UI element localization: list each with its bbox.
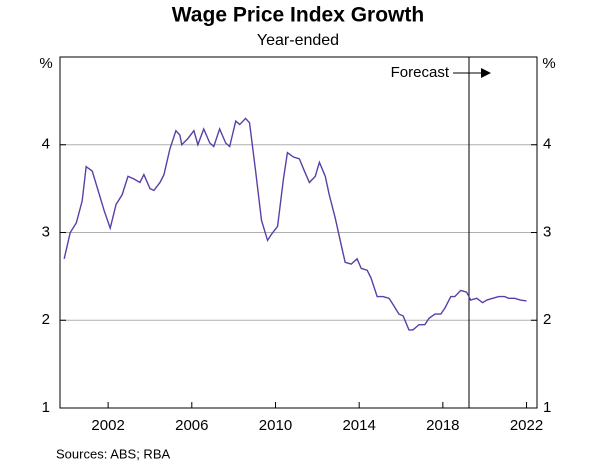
x-tick-label: 2018: [426, 417, 459, 434]
y-tick-label: 1: [42, 399, 50, 416]
series-line: [63, 117, 527, 331]
forecast-arrowhead: [481, 68, 492, 78]
source: Sources: ABS; RBA: [56, 446, 170, 461]
y-tick-label-right: 1: [543, 399, 551, 416]
y-tick-label: 3: [42, 223, 50, 240]
y-tick-label-right: 3: [543, 223, 551, 240]
chart-subtitle: Year-ended: [257, 32, 339, 49]
forecast-label: Forecast: [391, 64, 450, 81]
x-tick-label: 2010: [259, 417, 292, 434]
x-tick-label: 2022: [510, 417, 543, 434]
y-tick-label: 4: [42, 136, 50, 153]
x-tick-label: 2002: [91, 417, 124, 434]
y-tick-label: 2: [42, 311, 50, 328]
x-tick-label: 2014: [342, 417, 375, 434]
chart-title: Wage Price Index Growth: [172, 4, 424, 27]
x-tick-label: 2006: [175, 417, 208, 434]
plot-frame: [59, 56, 538, 409]
y-tick-label-right: 4: [543, 136, 551, 153]
y-tick-label-right: 2: [543, 311, 551, 328]
y-unit-right: %: [542, 55, 555, 72]
y-unit-left: %: [39, 55, 52, 72]
